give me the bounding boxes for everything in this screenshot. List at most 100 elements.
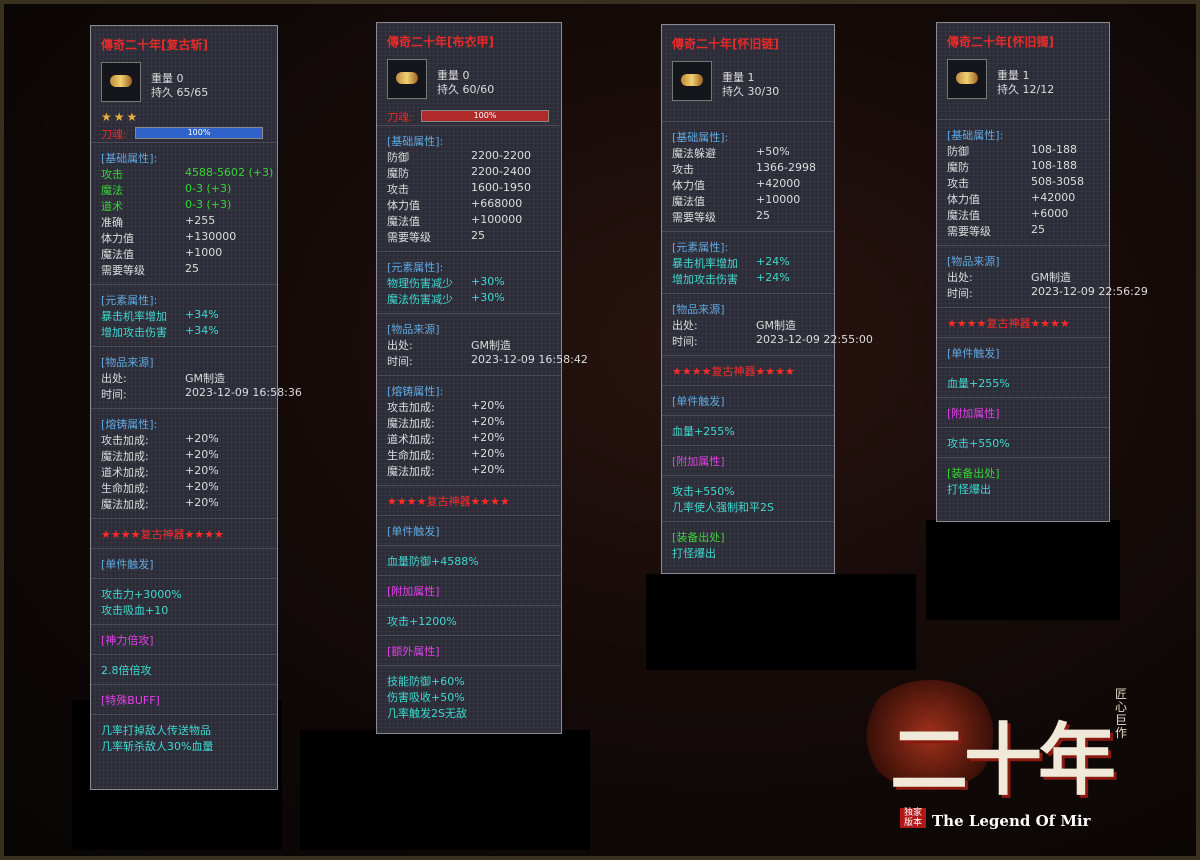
attr-label: 体力值 — [672, 179, 705, 192]
tooltip-section: [装备出处] 打怪爆出 — [662, 521, 834, 568]
attr-value: 2200-2400 — [471, 165, 531, 178]
attr-label: 魔法躲避 — [672, 147, 716, 160]
attr-value: +42000 — [1031, 191, 1076, 204]
attr-label: 道术加成: — [101, 466, 149, 479]
effect-line: 几率打掉敌人传送物品 — [101, 724, 211, 737]
progress-bar: 100% — [421, 110, 549, 122]
section-header: [熔铸属性]: — [101, 418, 158, 431]
attr-label: 暴击机率增加 — [101, 310, 167, 323]
logo-title: 二十年 — [890, 715, 1116, 806]
game-logo: 二十年 匠心巨作 独家版本 The Legend Of Mir — [860, 670, 1160, 840]
tooltip-section: ★★★★复古神器★★★★ — [91, 518, 277, 549]
effect-line: 伤害吸收+50% — [387, 691, 465, 704]
item-durability: 持久 60/60 — [437, 83, 495, 96]
section-header: [单件触发] — [672, 395, 725, 408]
attr-value: +20% — [185, 432, 219, 445]
attr-label: 魔法加成: — [387, 465, 435, 478]
section-header: [特殊BUFF] — [101, 694, 160, 707]
attr-value: +20% — [471, 399, 505, 412]
attr-value: 2023-12-09 22:55:00 — [756, 333, 873, 346]
attr-label: 防御 — [387, 151, 409, 164]
attr-label: 时间: — [101, 388, 127, 401]
tooltip-section: [附加属性] — [662, 445, 834, 476]
tooltip-section: [额外属性] — [377, 635, 561, 666]
tooltip-section: 2.8倍倍攻 — [91, 654, 277, 685]
attr-value: 2023-12-09 16:58:42 — [471, 353, 588, 366]
attr-label: 体力值 — [387, 199, 420, 212]
item-icon — [101, 62, 141, 102]
effect-line: 打怪爆出 — [672, 547, 716, 560]
attr-label: 时间: — [387, 355, 413, 368]
tooltip-section: [物品来源] 出处: GM制造 时间: 2023-12-09 16:58:36 — [91, 346, 302, 409]
item-title: 傳奇二十年[布衣甲] — [387, 35, 494, 49]
attr-value: +42000 — [756, 177, 801, 190]
section-header: [元素属性]: — [101, 294, 158, 307]
section-header: [物品来源] — [387, 323, 440, 336]
bar-label: 刀魂: — [387, 111, 413, 124]
attr-label: 道术加成: — [387, 433, 435, 446]
item-weight: 重量 1 — [722, 71, 755, 84]
attr-label: 攻击 — [387, 183, 409, 196]
attr-value: +100000 — [471, 213, 523, 226]
section-header: [物品来源] — [101, 356, 154, 369]
tooltip-section: [元素属性]: 物理伤害减少 +30% 魔法伤害减少 +30% — [377, 251, 561, 314]
attr-label: 物理伤害减少 — [387, 277, 453, 290]
section-header: ★★★★复古神器★★★★ — [672, 365, 795, 378]
tooltip-section: 血量+255% — [937, 367, 1109, 398]
effect-line: 技能防御+60% — [387, 675, 465, 688]
tooltip-section: 攻击力+3000% 攻击吸血+10 — [91, 578, 277, 625]
item-durability: 持久 65/65 — [151, 86, 209, 99]
section-header: [基础属性]: — [672, 131, 729, 144]
attr-value: +34% — [185, 324, 219, 337]
attr-label: 时间: — [947, 287, 973, 300]
effect-line: 攻击+1200% — [387, 615, 457, 628]
item-title: 傳奇二十年[怀旧链] — [672, 37, 779, 51]
section-header: [附加属性] — [387, 585, 440, 598]
tooltip-section: [基础属性]: 防御 108-188 魔防 108-188 攻击 508-3058 体力值 +4… — [937, 119, 1109, 246]
tooltip-section: 攻击+550% — [937, 427, 1109, 458]
attr-value: 1366-2998 — [756, 161, 816, 174]
attr-value: +6000 — [1031, 207, 1069, 220]
section-header: [熔铸属性]: — [387, 385, 444, 398]
effect-line: 打怪爆出 — [947, 483, 991, 496]
section-header: [物品来源] — [672, 303, 725, 316]
section-header: [单件触发] — [387, 525, 440, 538]
attr-label: 道术 — [101, 200, 123, 213]
logo-emblem — [860, 680, 1000, 790]
logo-badge: 独家版本 — [900, 808, 926, 828]
section-header: ★★★★复古神器★★★★ — [387, 495, 510, 508]
tooltip-section: ★★★★复古神器★★★★ — [937, 307, 1109, 338]
tooltip-section: [基础属性]: 攻击 4588-5602 (+3) 魔法 0-3 (+3) 道术 0-3 (… — [91, 142, 277, 285]
effect-line: 几率使人强制和平2S — [672, 501, 774, 514]
attr-label: 攻击加成: — [387, 401, 435, 414]
tooltip-section: 血量防御+4588% — [377, 545, 561, 576]
item-durability: 持久 12/12 — [997, 83, 1055, 96]
attr-label: 增加攻击伤害 — [672, 273, 738, 286]
attr-value: +255 — [185, 214, 216, 227]
section-header: [单件触发] — [947, 347, 1000, 360]
attr-label: 攻击 — [672, 163, 694, 176]
attr-value: GM制造 — [185, 372, 226, 385]
tooltip-section: [单件触发] — [91, 548, 277, 579]
attr-label: 魔防 — [387, 167, 409, 180]
attr-value: 4588-5602 (+3) — [185, 166, 274, 179]
section-header: [神力倍攻] — [101, 634, 154, 647]
attr-value: +20% — [471, 431, 505, 444]
section-header: [附加属性] — [672, 455, 725, 468]
section-header: [元素属性]: — [387, 261, 444, 274]
attr-value: +20% — [471, 415, 505, 428]
item-tooltip: 傳奇二十年[复古斩] 重量 0 持久 65/65 ★★★ 刀魂: 100% [基础属性]: 攻… — [90, 25, 302, 790]
tooltip-section: 攻击+1200% — [377, 605, 561, 636]
effect-line: 血量+255% — [672, 425, 735, 438]
item-icon — [387, 59, 427, 99]
attr-label: 魔法 — [101, 184, 123, 197]
section-header: [附加属性] — [947, 407, 1000, 420]
tooltip-section: [元素属性]: 暴击机率增加 +34% 增加攻击伤害 +34% — [91, 284, 277, 347]
section-header: ★★★★复古神器★★★★ — [947, 317, 1070, 330]
tooltip-section: [元素属性]: 暴击机率增加 +24% 增加攻击伤害 +24% — [662, 231, 834, 294]
item-icon — [672, 61, 712, 101]
tooltip-section: [附加属性] — [377, 575, 561, 606]
attr-value: +34% — [185, 308, 219, 321]
tooltip-section: [基础属性]: 魔法躲避 +50% 攻击 1366-2998 体力值 +42000 魔法值 +1… — [662, 121, 834, 232]
